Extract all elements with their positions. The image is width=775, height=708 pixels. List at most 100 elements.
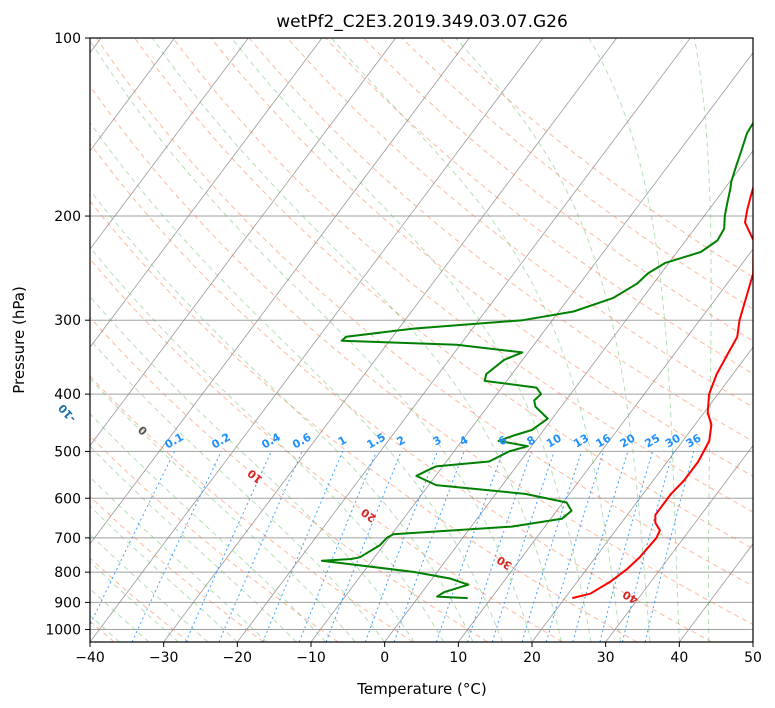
isotherm-line [90, 38, 175, 152]
mixing-ratio-label: 36 [684, 431, 704, 450]
axis-ticks: −40 −30 −20 −10 0 10 20 30 40 5010020030040050060… [45, 31, 762, 666]
isotherm-line [90, 38, 323, 348]
moist-adiabat-line [90, 445, 297, 642]
moist-adiabat-line [90, 413, 327, 642]
y-tick-label: 200 [54, 209, 81, 225]
mixing-ratio-line [467, 451, 532, 642]
x-tick-label: −40 [75, 650, 105, 666]
moist-adiabat-line [331, 38, 621, 642]
moist-adiabat-line [90, 189, 474, 642]
dry-adiabat-line [90, 557, 190, 642]
dry-adiabat-line [172, 38, 753, 513]
isotherm-line [531, 346, 753, 642]
mixing-ratio-label: 0.6 [290, 430, 314, 451]
isotherm-line [163, 38, 617, 642]
moist-adiabat-line [90, 39, 533, 642]
dry-adiabat-line [363, 38, 753, 342]
y-tick-label: 1000 [45, 622, 81, 638]
moist-adiabat-line [90, 377, 356, 642]
mixing-ratio-label: 4 [457, 433, 470, 448]
moist-adiabat-line [90, 121, 503, 642]
plot-frame [89, 37, 754, 643]
moist-adiabat-line [693, 38, 712, 642]
y-tick-label: 300 [54, 313, 81, 329]
dry-adiabat-label: 0 [135, 423, 150, 438]
isotherm-line [384, 150, 753, 642]
dry-adiabat-label: -10 [56, 401, 79, 425]
moist-adiabat-line [90, 533, 209, 642]
dry-adiabat-label: 20 [358, 505, 378, 525]
mixing-ratio-line [325, 451, 402, 642]
isobars [90, 38, 753, 630]
moist-adiabat-line [90, 246, 445, 642]
mixing-ratio-label: 20 [618, 431, 638, 450]
isotherms [90, 38, 753, 642]
x-tick-label: 50 [744, 650, 762, 666]
mixing-ratio-label: 0.1 [163, 430, 186, 451]
dry-adiabat-line [134, 38, 753, 550]
isotherm-line [90, 38, 470, 545]
x-tick-label: 30 [597, 650, 615, 666]
data-series [320, 121, 753, 600]
isotherm-line [458, 248, 753, 642]
dry-adiabat-label: 30 [494, 553, 514, 572]
x-tick-label: 20 [523, 650, 541, 666]
mixing-ratio-line [572, 451, 629, 642]
x-tick-label: 40 [670, 650, 688, 666]
mixing-ratio-line [491, 451, 555, 642]
moist-adiabat-line [455, 38, 651, 642]
mixing-ratio-label: 10 [544, 431, 564, 450]
dry-adiabats [90, 38, 753, 642]
isotherm-line [237, 38, 691, 642]
mixing-ratio-line [131, 451, 222, 642]
y-tick-label: 900 [54, 595, 81, 611]
dry-adiabat-line [90, 495, 264, 642]
chart-title: wetPf2_C2E3.2019.349.03.07.G26 [276, 12, 568, 32]
x-tick-label: 0 [380, 650, 389, 666]
y-tick-label: 100 [54, 31, 81, 47]
dry-adiabat-line [90, 84, 753, 626]
dry-adiabat-line [90, 142, 712, 642]
mixing-ratio-label: 1 [336, 433, 349, 448]
moist-adiabat-line [90, 505, 238, 642]
dry-adiabat-line [286, 38, 753, 408]
mixing-ratio-line [521, 451, 582, 642]
moist-adiabat-line [90, 339, 386, 642]
mixing-ratio-line [298, 451, 377, 642]
moist-adiabat-line [151, 38, 562, 642]
isotherm-line [605, 444, 753, 642]
mixing-ratio-line [599, 451, 654, 642]
dry-adiabat-line [90, 375, 414, 642]
y-axis-label: Pressure (hPa) [10, 286, 28, 394]
y-tick-label: 500 [54, 444, 81, 460]
mixing-ratio-label: 0.4 [259, 430, 283, 451]
mixing-ratio-line [435, 451, 504, 642]
mixing-ratio-label: 3 [431, 433, 444, 448]
moist-adiabat-line [588, 38, 680, 642]
dewpoint-profile-line [320, 121, 753, 600]
mixing-ratio-line [644, 451, 695, 642]
mixing-ratio-line [364, 451, 438, 642]
moist-adiabats [90, 38, 712, 642]
dry-adiabat-line [90, 435, 339, 642]
dry-adiabat-line [90, 200, 638, 642]
mixing-ratio-label: 25 [642, 432, 662, 451]
dry-adiabat-label: 40 [620, 587, 640, 606]
isotherm-line [752, 641, 753, 642]
y-tick-label: 700 [54, 531, 81, 547]
isotherm-line [310, 51, 753, 642]
mixing-ratio-label: 2 [394, 433, 407, 448]
isotherm-line [90, 38, 249, 250]
isotherm-line [90, 38, 396, 447]
dry-adiabat-line [248, 38, 753, 442]
mixing-ratio-line [393, 451, 465, 642]
x-tick-label: −20 [223, 650, 253, 666]
moist-adiabat-line [231, 38, 592, 642]
moist-adiabat-line [90, 561, 179, 642]
dry-adiabat-line [324, 38, 753, 375]
mixing-ratio-label: 13 [571, 432, 591, 451]
dry-adiabat-label: 10 [245, 466, 265, 486]
isotherm-line [679, 543, 753, 642]
plot-area [90, 38, 753, 642]
